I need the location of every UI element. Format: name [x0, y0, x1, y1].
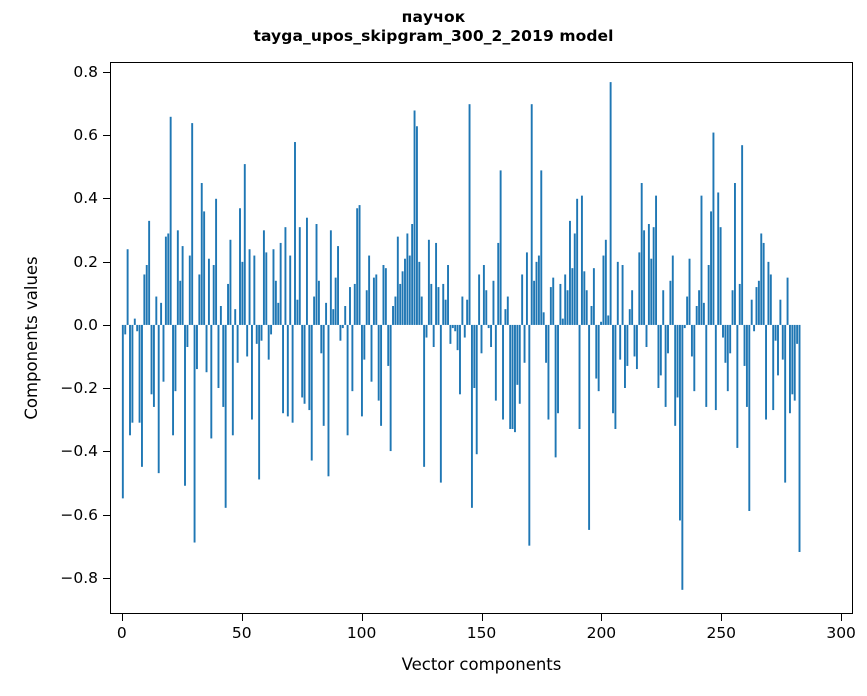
x-axis-tick [241, 614, 243, 621]
y-axis-tick [103, 451, 110, 453]
x-axis-tick-label: 200 [586, 624, 617, 642]
x-axis-tick-label: 300 [826, 624, 856, 642]
x-axis-tick [601, 614, 603, 621]
chart-title-line-2: tayga_upos_skipgram_300_2_2019 model [253, 27, 614, 46]
x-axis-tick [481, 614, 483, 621]
y-axis-tick [103, 388, 110, 390]
x-axis-label: Vector components [401, 655, 562, 674]
x-axis-tick-label: 100 [346, 624, 377, 642]
y-axis-tick [103, 261, 110, 263]
y-axis-tick-label: 0.4 [73, 189, 98, 208]
x-axis-tick-label: 250 [706, 624, 737, 642]
y-axis-tick [103, 71, 110, 73]
x-axis-tick [121, 614, 123, 621]
y-axis-tick-label: −0.6 [60, 505, 98, 524]
y-axis-tick-label: −0.8 [60, 569, 98, 588]
y-axis-tick [103, 324, 110, 326]
y-axis-tick-label: −0.4 [60, 442, 98, 461]
y-axis-tick [103, 134, 110, 136]
y-axis-tick-label: 0.8 [73, 62, 98, 81]
y-axis-tick-label: −0.2 [60, 379, 98, 398]
x-axis-tick-label: 0 [116, 624, 127, 642]
x-axis-tick [721, 614, 723, 621]
chart-title-line-1: паучок [401, 8, 466, 26]
x-axis-tick-label: 150 [466, 624, 497, 642]
y-axis-label: Components values [22, 256, 41, 420]
x-axis-tick [841, 614, 843, 621]
bar-series [121, 82, 801, 590]
chart-title: паучок tayga_upos_skipgram_300_2_2019 mo… [0, 8, 867, 47]
x-axis-tick [361, 614, 363, 621]
y-axis-tick [103, 198, 110, 200]
x-axis-tick-label: 50 [231, 624, 252, 642]
y-axis-tick-label: 0.2 [73, 252, 98, 271]
y-axis-tick [103, 578, 110, 580]
y-axis-tick [103, 514, 110, 516]
plot-axes [110, 62, 853, 614]
y-axis-tick-label: 0.6 [73, 125, 98, 144]
y-axis-tick-label: 0.0 [73, 315, 98, 334]
